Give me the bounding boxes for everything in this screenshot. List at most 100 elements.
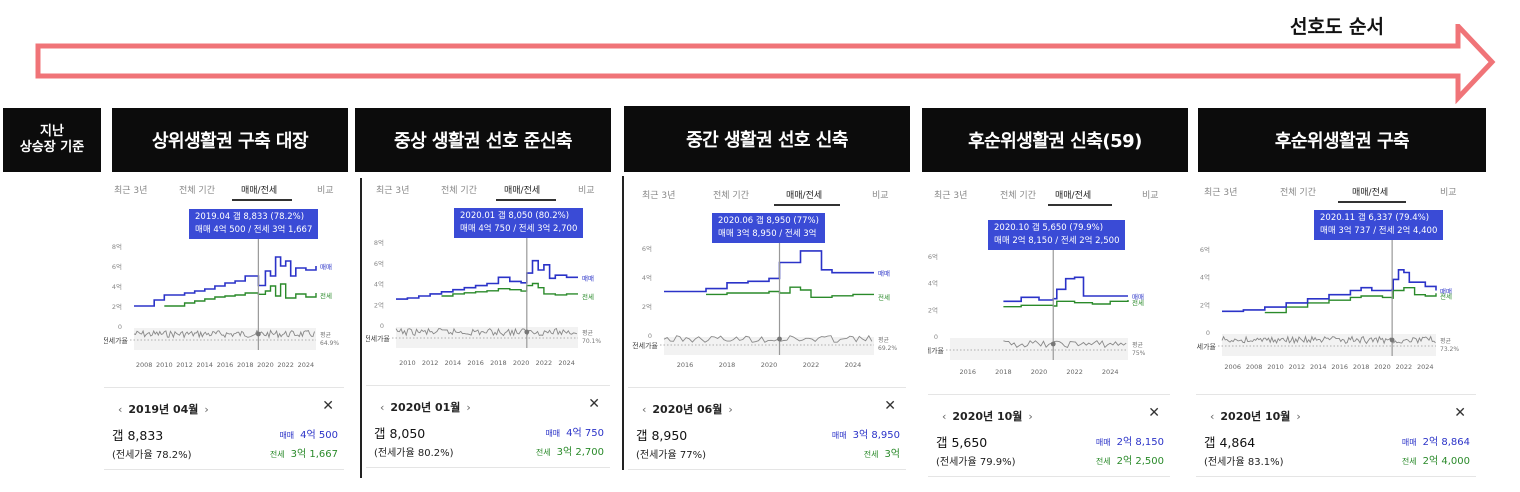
chevron-right-icon[interactable]: › <box>1296 410 1301 423</box>
chevron-left-icon[interactable]: ‹ <box>118 403 123 416</box>
tab-recent-3y[interactable]: 최근 3년 <box>376 186 410 196</box>
tab-sale-jeonse[interactable]: 매매/전세 <box>504 186 541 196</box>
close-icon[interactable]: ✕ <box>322 398 334 414</box>
chart-tabs: 최근 3년 전체 기간 매매/전세 비교 <box>928 180 1170 206</box>
x-tick-label: 2014 <box>445 359 462 367</box>
close-icon[interactable]: ✕ <box>1454 405 1466 421</box>
tab-sale-jeonse[interactable]: 매매/전세 <box>1055 191 1092 201</box>
date-navigator: ‹ 2020년 10월 › <box>1204 408 1307 424</box>
x-tick-label: 2020 <box>761 361 778 369</box>
close-icon[interactable]: ✕ <box>588 396 600 412</box>
x-tick-label: 2018 <box>719 361 736 369</box>
tab-recent-3y[interactable]: 최근 3년 <box>642 191 676 201</box>
preference-order-label: 선호도 순서 <box>1290 16 1385 38</box>
jeonse-series-line <box>164 283 317 307</box>
tab-compare[interactable]: 비교 <box>317 186 334 196</box>
tab-recent-3y[interactable]: 최근 3년 <box>1204 188 1238 198</box>
tab-sale-jeonse[interactable]: 매매/전세 <box>786 191 823 201</box>
chevron-right-icon[interactable]: › <box>728 403 733 416</box>
x-tick-label: 2024 <box>558 359 575 367</box>
jeonse-series-line <box>706 286 874 298</box>
jeonse-legend-label: 전세 <box>878 292 890 301</box>
chevron-left-icon[interactable]: ‹ <box>642 403 647 416</box>
chevron-right-icon[interactable]: › <box>1028 410 1033 423</box>
y-tick-label: 0 <box>934 333 938 341</box>
ratio-axis-label: 전세가율 <box>366 334 391 343</box>
divider <box>928 476 1170 477</box>
close-icon[interactable]: ✕ <box>1148 405 1160 421</box>
tooltip-price-line: 매매 4억 500 / 전세 3억 1,667 <box>195 225 313 235</box>
ratio-band <box>1222 334 1436 356</box>
chevron-right-icon[interactable]: › <box>204 403 209 416</box>
tab-all-period[interactable]: 전체 기간 <box>1000 191 1036 201</box>
jeonse-series-line <box>1003 300 1129 308</box>
cursor-dot <box>1389 337 1395 343</box>
tab-recent-3y[interactable]: 최근 3년 <box>934 191 968 201</box>
tooltip-price-line: 매매 3억 8,950 / 전세 3억 <box>718 229 817 239</box>
chevron-left-icon[interactable]: ‹ <box>942 410 947 423</box>
close-icon[interactable]: ✕ <box>884 398 896 414</box>
chart-panel: 최근 3년 전체 기간 매매/전세 비교 8억 6억 4억 2억 0 전세가율 매매 전세 평균 70.1… <box>366 175 610 485</box>
sale-series-line <box>396 259 578 300</box>
x-tick-label: 2024 <box>1102 368 1119 376</box>
chevron-left-icon[interactable]: ‹ <box>380 401 385 414</box>
tab-compare[interactable]: 비교 <box>872 191 889 201</box>
y-tick-label: 0 <box>648 332 652 340</box>
ratio-axis-label: 전세가율 <box>104 336 129 345</box>
selected-point-info: ‹ 2020년 01월 › ✕ 갭 8,050 (전세가율 80.2%) 매매 4억 750 전… <box>366 385 610 473</box>
selected-point-info: ‹ 2020년 10월 › ✕ 갭 5,650 (전세가율 79.9%) 매매 2억 8,15… <box>928 394 1170 482</box>
chevron-left-icon[interactable]: ‹ <box>1210 410 1215 423</box>
active-tab-underline <box>496 199 556 201</box>
sale-price: 매매 4억 500 <box>279 430 338 441</box>
tab-sale-jeonse[interactable]: 매매/전세 <box>241 186 278 196</box>
tooltip-price-line: 매매 2억 8,150 / 전세 2억 2,500 <box>994 236 1120 246</box>
y-tick-label: 6억 <box>112 263 122 271</box>
tab-all-period[interactable]: 전체 기간 <box>441 186 477 196</box>
chart-tooltip: 2020.06 갭 8,950 (77%) 매매 3억 8,950 / 전세 3억 <box>712 213 825 243</box>
tab-all-period[interactable]: 전체 기간 <box>713 191 749 201</box>
avg-label: 평균 <box>320 331 332 339</box>
tooltip-price-line: 매매 4억 750 / 전세 3억 2,700 <box>460 224 578 234</box>
y-tick-label: 4억 <box>1200 274 1210 282</box>
date-navigator: ‹ 2020년 10월 › <box>936 408 1039 424</box>
x-tick-label: 2014 <box>197 361 214 369</box>
x-tick-label: 2018 <box>490 359 507 367</box>
panel-title-3: 중간 생활권 선호 신축 <box>624 106 910 172</box>
tooltip-price-line: 매매 3억 737 / 전세 2억 4,400 <box>1320 226 1438 236</box>
sale-price: 매매 4억 750 <box>545 428 604 439</box>
jeonse-series-line <box>441 282 578 297</box>
x-tick-label: 2018 <box>1353 363 1370 371</box>
chevron-right-icon[interactable]: › <box>466 401 471 414</box>
x-tick-label: 2014 <box>1310 363 1327 371</box>
date-navigator: ‹ 2019년 04월 › <box>112 401 215 417</box>
ratio-band <box>664 337 874 355</box>
sale-price: 매매 2억 8,864 <box>1401 437 1470 448</box>
x-tick-label: 2018 <box>237 361 254 369</box>
tooltip-gap-line: 2020.10 갭 5,650 (79.9%) <box>994 223 1104 233</box>
gap-value: 갭 8,833 <box>112 428 164 443</box>
selected-point-info: ‹ 2019년 04월 › ✕ 갭 8,833 (전세가율 78.2%) 매매 4억 500 전… <box>104 387 344 475</box>
sale-legend-label: 매매 <box>1132 293 1144 301</box>
y-tick-label: 2억 <box>374 301 384 309</box>
ratio-axis-label: 전세가율 <box>928 346 945 355</box>
x-tick-label: 2020 <box>1374 363 1391 371</box>
tab-compare[interactable]: 비교 <box>1142 191 1159 201</box>
tab-all-period[interactable]: 전체 기간 <box>1280 188 1316 198</box>
sale-price: 매매 3억 8,950 <box>831 430 900 441</box>
ratio-line <box>663 334 873 343</box>
tab-recent-3y[interactable]: 최근 3년 <box>114 186 148 196</box>
tab-compare[interactable]: 비교 <box>1440 188 1457 198</box>
x-tick-label: 2024 <box>298 361 315 369</box>
ratio-band <box>396 327 578 348</box>
chart-tabs: 최근 3년 전체 기간 매매/전세 비교 <box>628 180 906 206</box>
jeonse-series-line <box>1264 287 1437 314</box>
x-tick-label: 2012 <box>176 361 193 369</box>
tab-all-period[interactable]: 전체 기간 <box>179 186 215 196</box>
divider <box>366 385 610 386</box>
tab-compare[interactable]: 비교 <box>578 186 595 196</box>
x-tick-label: 2016 <box>677 361 694 369</box>
tab-sale-jeonse[interactable]: 매매/전세 <box>1352 188 1389 198</box>
